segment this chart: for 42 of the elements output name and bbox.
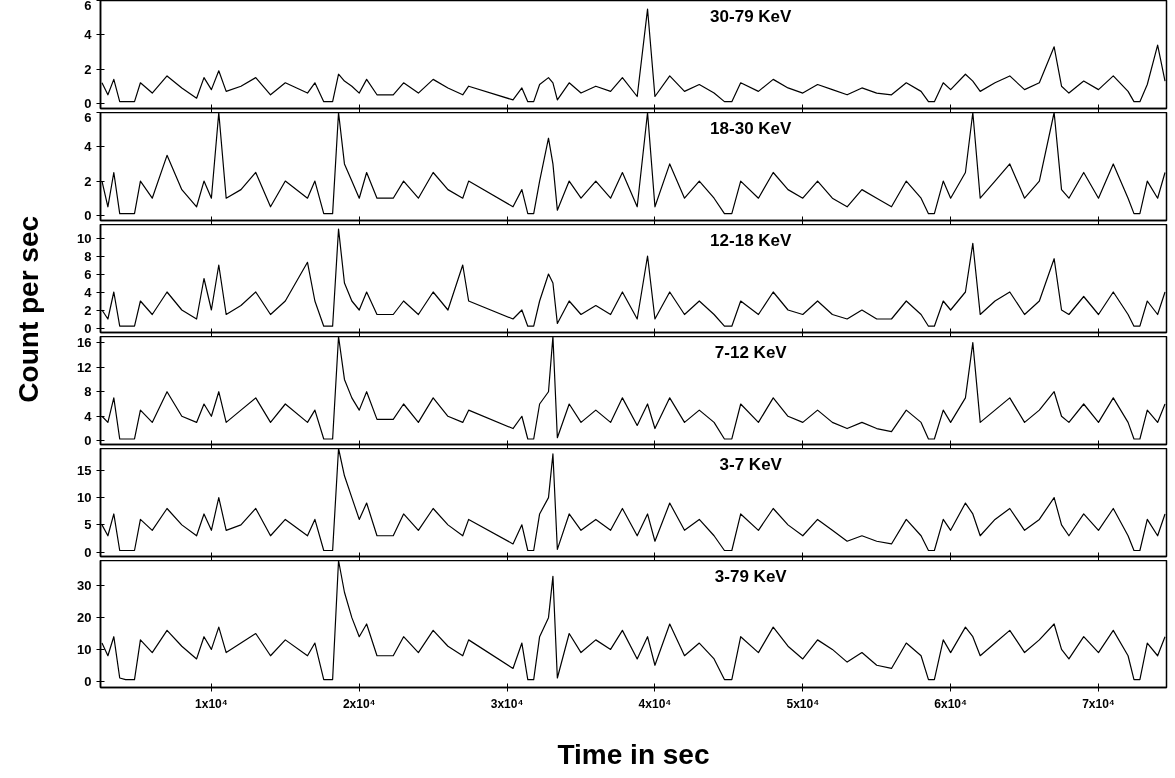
y-tick-label: 10: [77, 490, 92, 506]
y-tick-label: 6: [84, 266, 92, 282]
y-tick-label: 8: [84, 384, 92, 400]
y-tick-label: 4: [84, 139, 93, 155]
y-tick-label: 0: [84, 320, 92, 336]
y-tick-label: 4: [84, 27, 93, 43]
x-tick-label: 2x10⁴: [342, 696, 376, 711]
x-tick-label: 6x10⁴: [934, 696, 968, 711]
x-tick-label: 3x10⁴: [490, 696, 524, 711]
chart-title: 3-7 KeV: [719, 454, 783, 474]
y-tick-label: 30: [77, 578, 92, 594]
x-tick-label: 7x10⁴: [1082, 696, 1115, 711]
y-tick-label: 0: [84, 673, 92, 689]
y-axis-title: Count per sec: [12, 215, 44, 403]
y-tick-label: 20: [77, 610, 92, 626]
x-tick-label: 1x10⁴: [195, 696, 228, 711]
y-tick-label: 0: [84, 95, 92, 111]
y-tick-label: 4: [84, 408, 93, 424]
y-tick-label: 2: [84, 173, 92, 189]
chart-title: 7-12 KeV: [714, 342, 788, 362]
y-tick-label: 12: [77, 359, 92, 375]
chart-title: 18-30 KeV: [710, 118, 793, 138]
y-tick-label: 4: [84, 284, 93, 300]
y-tick-label: 5: [84, 517, 92, 533]
y-tick-label: 16: [77, 335, 92, 351]
x-tick-label: 4x10⁴: [638, 696, 672, 711]
y-tick-label: 2: [84, 61, 92, 77]
x-axis-title: Time in sec: [557, 738, 710, 770]
y-tick-label: 0: [84, 544, 92, 560]
y-tick-label: 6: [84, 0, 92, 13]
chart-title: 12-18 KeV: [710, 230, 793, 250]
chart-title: 3-79 KeV: [714, 566, 788, 586]
x-tick-label: 5x10⁴: [786, 696, 820, 711]
y-tick-label: 8: [84, 248, 92, 264]
y-tick-label: 0: [84, 433, 92, 449]
y-tick-label: 15: [77, 462, 92, 478]
y-tick-label: 6: [84, 109, 92, 125]
chart-title: 30-79 KeV: [710, 6, 793, 26]
y-tick-label: 10: [77, 230, 92, 246]
y-tick-label: 0: [84, 207, 92, 223]
y-tick-label: 2: [84, 302, 92, 318]
y-tick-label: 10: [77, 641, 92, 657]
